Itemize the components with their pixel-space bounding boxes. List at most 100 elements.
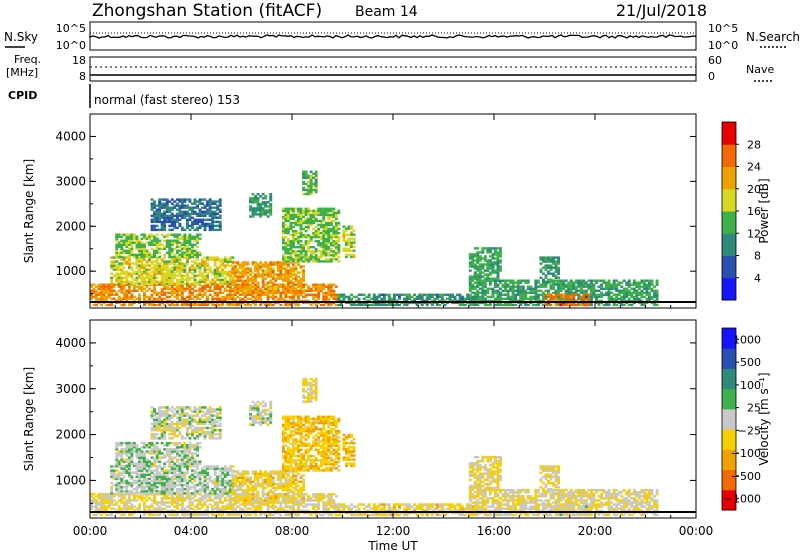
power-echo-cell xyxy=(347,227,351,230)
velocity-echo-cell xyxy=(155,481,159,485)
power-echo-cell xyxy=(140,272,144,275)
power-echo-cell xyxy=(653,303,656,307)
velocity-echo-cell xyxy=(327,509,331,512)
velocity-echo-cell xyxy=(180,513,184,517)
power-echo-cell xyxy=(196,241,199,244)
power-echo-cell xyxy=(276,267,280,270)
power-echo-cell xyxy=(294,237,298,241)
power-echo-cell xyxy=(148,295,151,299)
power-echo-cell xyxy=(206,278,210,281)
power-echo-cell xyxy=(279,293,283,296)
power-echo-cell xyxy=(183,262,187,265)
velocity-echo-cell xyxy=(132,505,136,508)
power-echo-cell xyxy=(307,242,310,245)
power-echo-cell xyxy=(420,297,424,301)
velocity-echo-cell xyxy=(122,505,126,508)
power-echo-cell xyxy=(592,289,596,292)
velocity-echo-cell xyxy=(155,471,159,474)
power-echo-cell xyxy=(175,233,179,236)
power-echo-cell xyxy=(375,299,379,303)
power-echo-cell xyxy=(635,295,639,299)
power-echo-cell xyxy=(286,287,290,290)
velocity-echo-cell xyxy=(100,497,103,500)
power-echo-cell xyxy=(138,270,141,273)
power-echo-cell xyxy=(183,287,187,290)
power-echo-cell xyxy=(357,303,361,307)
power-echo-cell xyxy=(307,190,310,194)
velocity-echo-cell xyxy=(117,488,121,491)
power-echo-cell xyxy=(226,274,230,277)
power-echo-cell xyxy=(294,221,298,225)
velocity-echo-cell xyxy=(327,501,331,504)
power-echo-cell xyxy=(256,299,260,303)
power-echo-cell xyxy=(158,297,162,301)
power-echo-cell xyxy=(102,299,106,303)
power-echo-cell xyxy=(127,285,131,288)
power-echo-cell xyxy=(132,272,136,275)
power-echo-cell xyxy=(125,243,129,246)
power-echo-cell xyxy=(170,233,174,236)
power-echo-cell xyxy=(345,233,348,236)
power-echo-cell xyxy=(120,270,124,273)
power-echo-cell xyxy=(140,289,144,292)
power-echo-cell xyxy=(208,210,212,213)
power-echo-cell xyxy=(309,254,313,257)
power-echo-cell xyxy=(552,295,555,299)
power-echo-cell xyxy=(514,295,518,299)
power-echo-cell xyxy=(319,225,323,229)
velocity-echo-cell xyxy=(110,497,114,500)
power-echo-cell xyxy=(178,224,182,228)
velocity-echo-cell xyxy=(117,495,121,498)
velocity-echo-cell xyxy=(105,513,109,517)
power-echo-cell xyxy=(186,255,189,259)
power-echo-cell xyxy=(297,281,300,284)
power-echo-cell xyxy=(334,295,338,299)
power-echo-cell xyxy=(246,291,250,294)
velocity-echo-cell xyxy=(145,499,149,502)
velocity-echo-cell xyxy=(143,481,146,485)
power-echo-cell xyxy=(216,295,220,299)
power-echo-cell xyxy=(317,285,321,288)
power-echo-cell xyxy=(481,285,485,288)
power-echo-cell xyxy=(302,250,305,253)
power-echo-cell xyxy=(178,233,182,236)
power-echo-cell xyxy=(241,293,245,296)
power-echo-cell xyxy=(155,237,159,240)
power-echo-cell xyxy=(289,217,293,221)
power-echo-cell xyxy=(213,297,217,301)
velocity-echo-cell xyxy=(223,509,227,512)
power-echo-cell xyxy=(203,282,207,285)
power-echo-cell xyxy=(289,223,293,227)
velocity-echo-cell xyxy=(150,509,154,512)
power-echo-cell xyxy=(514,293,518,296)
power-echo-cell xyxy=(299,285,303,288)
power-echo-cell xyxy=(625,289,629,292)
power-echo-cell xyxy=(577,297,581,301)
power-echo-cell xyxy=(307,221,310,225)
power-echo-cell xyxy=(478,269,482,272)
power-echo-cell xyxy=(309,170,313,173)
power-echo-cell xyxy=(191,212,194,215)
power-echo-cell xyxy=(102,297,106,301)
power-echo-cell xyxy=(552,258,555,261)
power-echo-cell xyxy=(183,274,187,277)
power-echo-cell xyxy=(218,278,222,281)
power-echo-cell xyxy=(552,262,555,265)
power-echo-cell xyxy=(175,249,179,252)
power-echo-cell xyxy=(569,299,573,303)
power-echo-cell xyxy=(486,291,490,294)
power-echo-cell xyxy=(239,285,242,288)
power-echo-cell xyxy=(476,303,480,307)
power-echo-cell xyxy=(549,283,553,286)
power-echo-cell xyxy=(468,277,472,280)
power-echo-cell xyxy=(506,293,510,296)
power-echo-cell xyxy=(208,293,212,296)
power-echo-cell xyxy=(261,203,265,206)
velocity-echo-cell xyxy=(289,505,293,508)
velocity-echo-cell xyxy=(153,485,156,489)
power-echo-cell xyxy=(297,211,300,215)
velocity-echo-cell xyxy=(173,509,177,512)
velocity-echo-cell xyxy=(226,495,230,498)
power-echo-cell xyxy=(645,297,649,301)
power-echo-cell xyxy=(345,243,348,246)
